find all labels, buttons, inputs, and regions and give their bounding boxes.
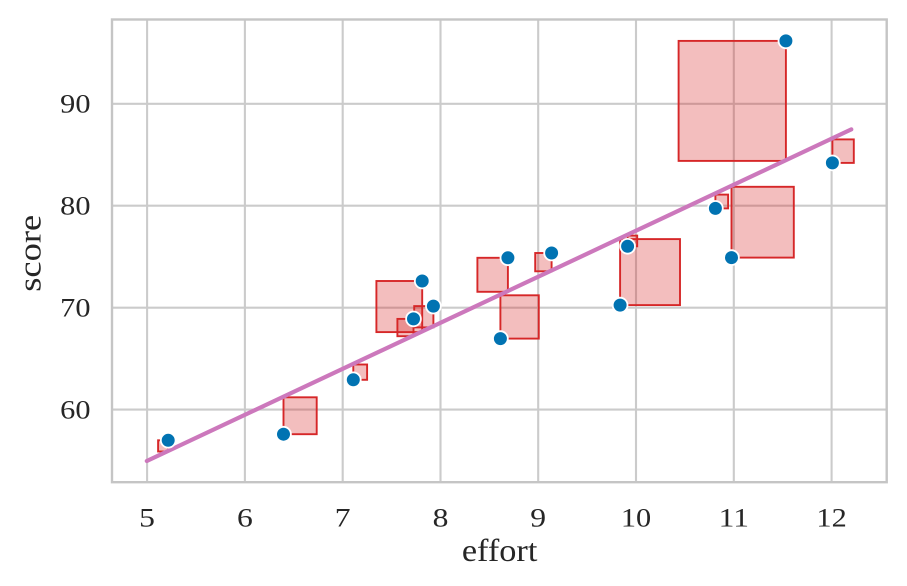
svg-text:11: 11 [719,504,749,533]
svg-text:6: 6 [237,504,253,533]
svg-text:12: 12 [816,504,846,533]
svg-text:70: 70 [60,294,90,323]
svg-text:8: 8 [433,504,449,533]
svg-text:80: 80 [60,192,90,221]
svg-text:9: 9 [530,504,546,533]
svg-text:60: 60 [60,396,90,425]
svg-text:score: score [12,215,48,292]
svg-text:90: 90 [60,90,90,119]
svg-text:10: 10 [621,504,651,533]
svg-text:effort: effort [462,532,538,568]
svg-text:7: 7 [335,504,351,533]
svg-text:5: 5 [139,504,155,533]
